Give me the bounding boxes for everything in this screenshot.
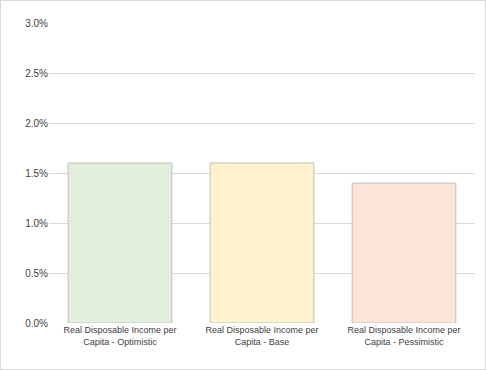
svg-text:Real Disposable Income perCapi: Real Disposable Income perCapita - Base — [205, 325, 318, 347]
svg-text:Real Disposable Income perCapi: Real Disposable Income perCapita - Pessi… — [347, 325, 460, 347]
svg-text:0.0%: 0.0% — [25, 318, 48, 329]
svg-text:1.5%: 1.5% — [25, 168, 48, 179]
svg-text:3.0%: 3.0% — [25, 18, 48, 29]
svg-text:1.0%: 1.0% — [25, 218, 48, 229]
svg-text:2.0%: 2.0% — [25, 118, 48, 129]
svg-text:Real Disposable Income perCapi: Real Disposable Income perCapita - Optim… — [63, 325, 176, 347]
svg-text:2.5%: 2.5% — [25, 68, 48, 79]
svg-text:0.5%: 0.5% — [25, 268, 48, 279]
